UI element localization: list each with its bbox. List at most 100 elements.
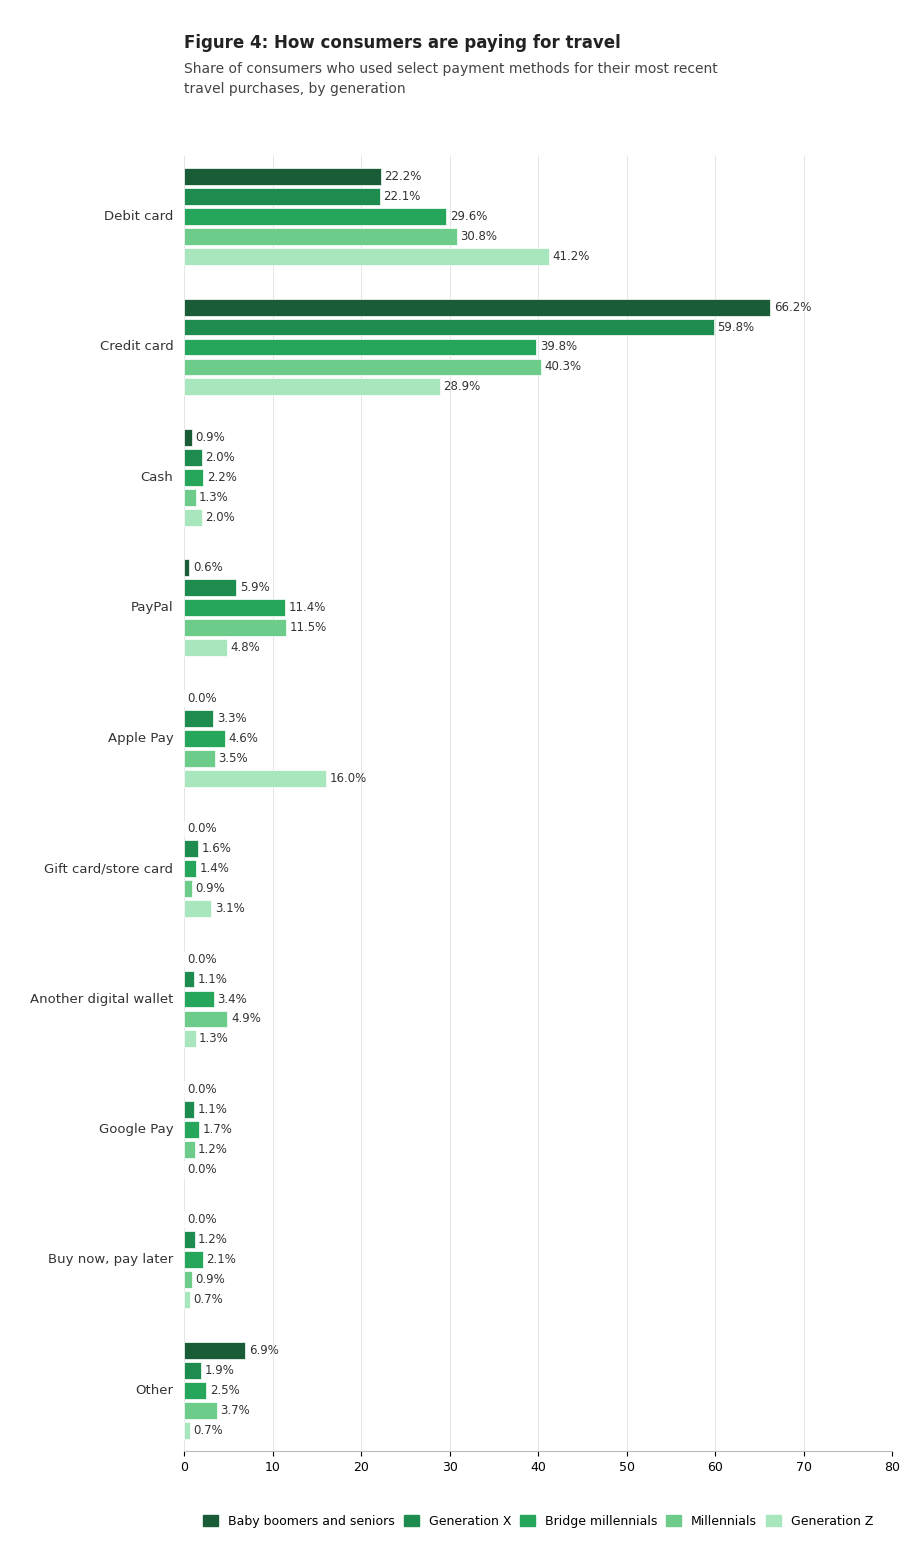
Bar [184,619,286,636]
Text: Google Pay: Google Pay [98,1123,173,1136]
Bar [184,991,214,1008]
Bar [184,730,224,747]
Bar [184,379,439,395]
Bar [184,599,285,616]
Text: 0.0%: 0.0% [187,953,217,966]
Bar [184,710,213,727]
Text: 4.6%: 4.6% [228,732,258,744]
Text: 0.0%: 0.0% [187,691,217,705]
Text: 4.8%: 4.8% [230,641,259,654]
Legend: Baby boomers and seniors, Generation X, Bridge millennials, Millennials, Generat: Baby boomers and seniors, Generation X, … [199,1512,876,1532]
Bar [184,189,380,204]
Text: Buy now, pay later: Buy now, pay later [48,1253,173,1267]
Text: 1.4%: 1.4% [199,863,230,875]
Text: 0.7%: 0.7% [194,1293,223,1306]
Text: 16.0%: 16.0% [329,772,366,785]
Text: 11.5%: 11.5% [289,621,326,635]
Bar [184,248,549,265]
Text: Share of consumers who used select payment methods for their most recent
travel : Share of consumers who used select payme… [184,62,717,95]
Text: Credit card: Credit card [99,340,173,354]
Text: 0.0%: 0.0% [187,1162,217,1176]
Bar [184,900,211,917]
Bar [184,1362,200,1379]
Bar [184,509,201,526]
Text: Gift card/store card: Gift card/store card [44,863,173,875]
Text: 1.3%: 1.3% [199,491,229,504]
Bar [184,1011,227,1028]
Text: 3.3%: 3.3% [217,711,246,725]
Bar [184,750,215,766]
Text: 1.7%: 1.7% [202,1123,233,1136]
Bar [184,1140,195,1158]
Bar [184,841,198,856]
Text: 2.0%: 2.0% [205,510,234,524]
Text: 29.6%: 29.6% [449,211,486,223]
Text: Cash: Cash [141,471,173,484]
Bar [184,1421,190,1438]
Text: 66.2%: 66.2% [773,301,811,314]
Text: 1.1%: 1.1% [197,972,227,986]
Text: 39.8%: 39.8% [539,340,576,354]
Text: 1.2%: 1.2% [198,1234,228,1246]
Text: 0.0%: 0.0% [187,1083,217,1097]
Bar [184,359,540,376]
Bar [184,1402,217,1418]
Text: 0.0%: 0.0% [187,1214,217,1226]
Bar [184,579,236,596]
Bar [184,298,769,315]
Bar [184,470,203,485]
Text: 0.9%: 0.9% [196,431,225,445]
Text: 2.2%: 2.2% [207,471,236,484]
Bar [184,1101,194,1119]
Text: 0.0%: 0.0% [187,822,217,835]
Text: 3.5%: 3.5% [219,752,248,764]
Text: 3.1%: 3.1% [215,902,244,916]
Bar [184,880,192,897]
Text: 1.9%: 1.9% [204,1363,234,1377]
Bar [184,429,192,446]
Text: 4.9%: 4.9% [231,1012,260,1025]
Text: 2.5%: 2.5% [210,1384,239,1396]
Text: 6.9%: 6.9% [248,1343,278,1357]
Bar [184,560,189,576]
Bar [184,1122,199,1137]
Bar [184,640,226,657]
Text: 22.1%: 22.1% [383,190,420,203]
Text: 3.7%: 3.7% [220,1404,250,1416]
Bar [184,488,196,505]
Bar [184,1231,195,1248]
Text: 0.7%: 0.7% [194,1424,223,1437]
Bar [184,1292,190,1309]
Text: 30.8%: 30.8% [460,229,497,243]
Bar [184,207,446,225]
Text: Another digital wallet: Another digital wallet [30,992,173,1006]
Text: Figure 4: How consumers are paying for travel: Figure 4: How consumers are paying for t… [184,34,620,53]
Bar [184,339,536,356]
Text: 1.3%: 1.3% [199,1033,229,1045]
Bar [184,970,194,987]
Text: 1.6%: 1.6% [201,842,232,855]
Bar [184,318,713,335]
Text: 3.4%: 3.4% [218,992,247,1006]
Text: 2.1%: 2.1% [206,1253,236,1267]
Bar [184,860,196,877]
Text: Debit card: Debit card [104,211,173,223]
Bar [184,168,380,186]
Text: 5.9%: 5.9% [240,582,269,594]
Bar [184,1271,192,1289]
Text: 0.9%: 0.9% [196,1273,225,1287]
Text: Apple Pay: Apple Pay [108,732,173,744]
Text: Other: Other [135,1384,173,1396]
Bar [184,1342,244,1359]
Text: 28.9%: 28.9% [443,381,481,393]
Bar [184,449,201,466]
Bar [184,1031,196,1047]
Text: 22.2%: 22.2% [384,170,421,183]
Text: 11.4%: 11.4% [289,601,325,615]
Text: 59.8%: 59.8% [716,320,754,334]
Bar [184,1251,202,1268]
Bar [184,1382,206,1399]
Text: 2.0%: 2.0% [205,451,234,463]
Text: 1.2%: 1.2% [198,1143,228,1156]
Text: PayPal: PayPal [130,601,173,615]
